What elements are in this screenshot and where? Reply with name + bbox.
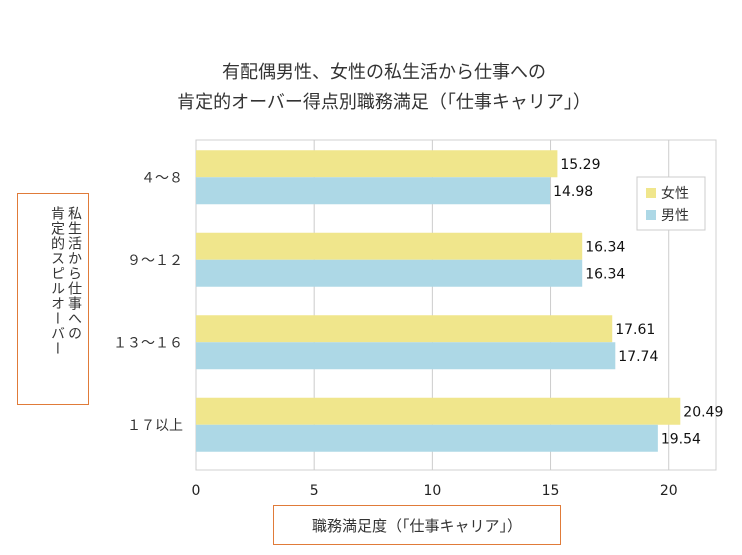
- x-tick-label: 15: [542, 483, 560, 499]
- legend-swatch: [646, 188, 656, 198]
- data-label: 17.74: [618, 349, 658, 365]
- bar-female: [196, 397, 681, 425]
- data-label: 17.61: [615, 322, 655, 338]
- x-axis-label: 職務満足度（「仕事キャリア」）: [311, 516, 522, 535]
- legend-box: [636, 176, 706, 231]
- category-label: １７以上: [127, 418, 183, 434]
- bar-female: [196, 150, 558, 178]
- legend-swatch: [646, 210, 656, 220]
- x-tick-labels: 0 5 10 15 20: [192, 483, 678, 499]
- category-label: ９～１２: [127, 253, 183, 269]
- bar-male: [196, 177, 551, 205]
- category-label: １３～１６: [113, 335, 183, 351]
- bar-male: [196, 342, 616, 370]
- y-axis-label: 私生活から仕事への 肯定的スピルオーバー: [49, 206, 82, 356]
- legend-label: 女性: [661, 185, 689, 202]
- chart-title-line-1: 有配偶男性、女性の私生活から仕事への: [222, 62, 546, 83]
- data-label: 16.34: [585, 266, 625, 282]
- x-tick-label: 5: [310, 483, 319, 499]
- data-label: 15.29: [560, 157, 600, 173]
- category-labels: ４～８ ９～１２ １３～１６ １７以上: [113, 170, 183, 434]
- data-label: 20.49: [683, 404, 723, 420]
- bar-male: [196, 424, 658, 452]
- data-label: 16.34: [585, 239, 625, 255]
- data-label: 14.98: [553, 184, 593, 200]
- x-tick-label: 0: [192, 483, 201, 499]
- x-tick-label: 10: [423, 483, 441, 499]
- data-label: 19.54: [661, 431, 701, 447]
- bar-female: [196, 232, 583, 260]
- legend-label: 男性: [661, 208, 689, 224]
- y-axis-label-box: 私生活から仕事への 肯定的スピルオーバー: [17, 193, 89, 405]
- bar-female: [196, 315, 613, 343]
- x-axis-label-box: 職務満足度（「仕事キャリア」）: [273, 505, 561, 545]
- x-tick-label: 20: [660, 483, 678, 499]
- category-label: ４～８: [141, 170, 183, 186]
- bar-male: [196, 259, 583, 287]
- chart-title-line-2: 肯定的オーバー得点別職務満足（「仕事キャリア」）: [177, 92, 591, 113]
- bars: 15.29 14.98 16.34 16.34 17.61 17.74 20.49 19.54: [196, 150, 723, 452]
